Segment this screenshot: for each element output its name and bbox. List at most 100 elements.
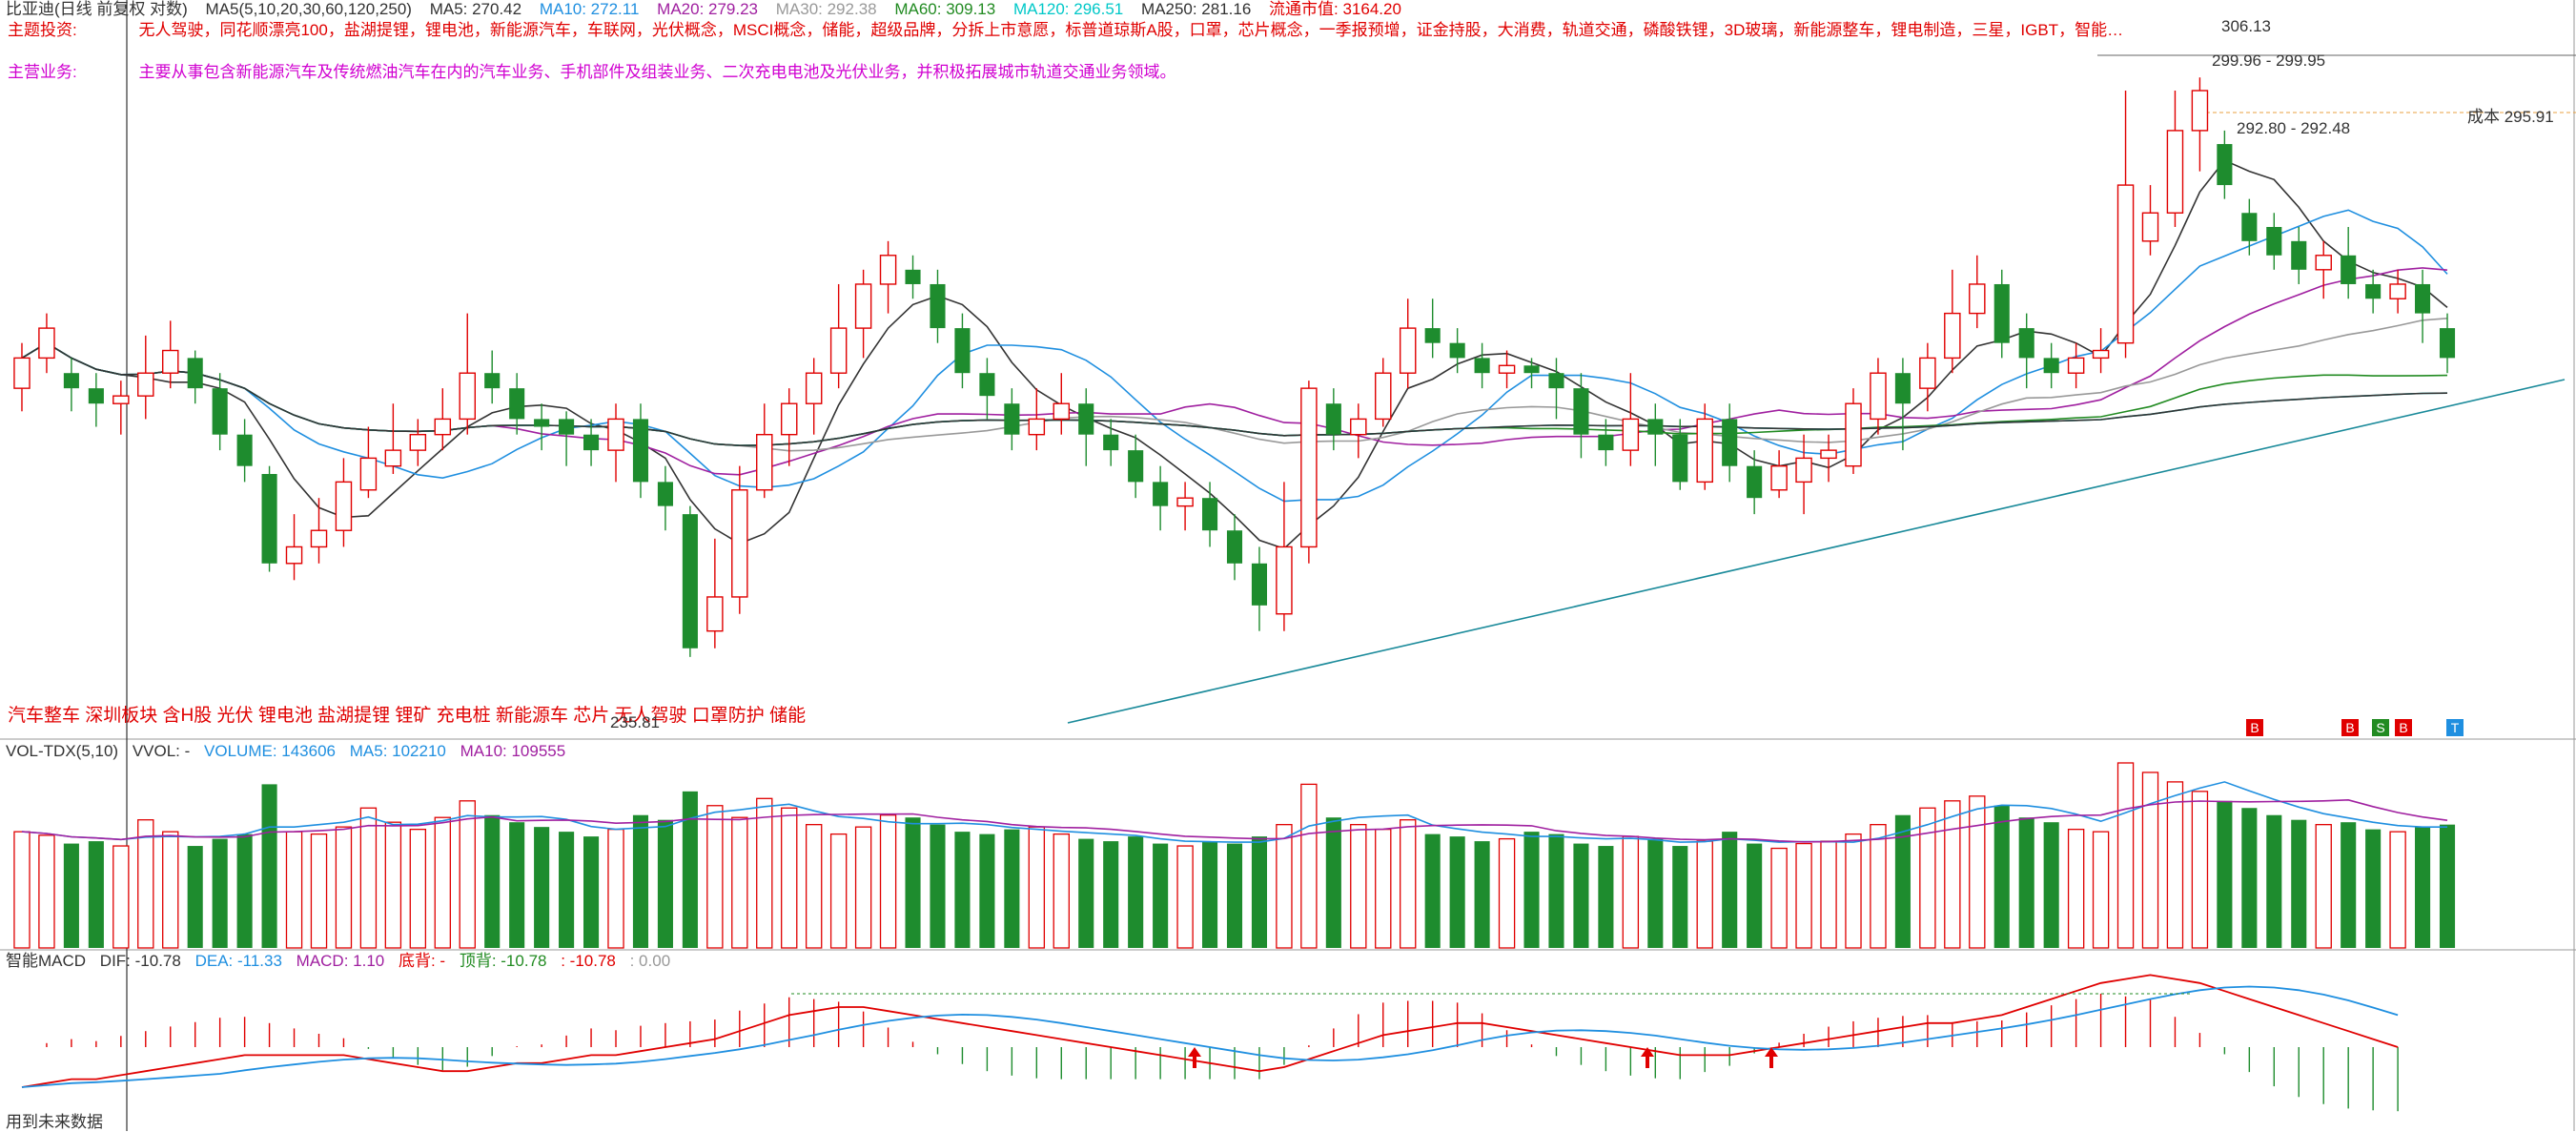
volume-value: VOLUME: 143606	[204, 742, 336, 760]
volume-bar-up	[1498, 837, 1516, 949]
volume-bar-up	[607, 828, 624, 949]
ma10-line	[21, 209, 2448, 503]
volume-bar-up	[1300, 783, 1318, 949]
buy-arrow-icon	[1765, 1047, 1778, 1068]
volume-bar-up	[1350, 824, 1367, 949]
candle-up	[2166, 130, 2184, 214]
candle-up	[1820, 449, 1837, 460]
candle-up	[1498, 364, 1516, 374]
ma-indicator-label[interactable]: MA5(5,10,20,30,60,120,250)	[205, 0, 412, 18]
volume-bar-down	[1078, 838, 1094, 948]
volume-bar-down	[63, 843, 79, 948]
volume-bar-down	[954, 832, 971, 948]
candle-up	[1919, 357, 1936, 389]
volume-bar-down	[1103, 841, 1119, 948]
volume-bar-up	[879, 814, 897, 949]
stock-title[interactable]: 比亚迪(日线 前复权 对数)	[6, 0, 188, 18]
candle-down	[1647, 419, 1664, 435]
volume-bar-up	[409, 828, 427, 949]
ma60-value: MA60: 309.13	[894, 0, 996, 18]
volume-bar-up	[335, 826, 353, 949]
signal-marker-label: T	[2451, 720, 2460, 735]
ma30-value: MA30: 292.38	[775, 0, 877, 18]
volume-bar-up	[1053, 833, 1070, 949]
signal-marker-B	[2395, 719, 2412, 736]
volume-bar-up	[1919, 807, 1936, 949]
volume-bar-down	[1004, 829, 1020, 948]
candle-down	[1474, 358, 1490, 374]
volume-bar-down	[2241, 808, 2258, 948]
theme-row: 主题投资: 无人驾驶，同花顺漂亮100，盐湖提锂，锂电池，新能源汽车，车联网，光…	[8, 21, 2136, 40]
candle-down	[632, 419, 649, 483]
volume-bar-up	[2092, 831, 2110, 949]
macd-value: MACD: 1.10	[296, 952, 385, 970]
signal-marker-B	[2341, 719, 2359, 736]
volume-bar-down	[682, 791, 698, 948]
candle-down	[1128, 450, 1144, 483]
volume-bar-up	[1400, 819, 1417, 949]
volume-bar-up	[1622, 835, 1640, 949]
sector-tags[interactable]: 汽车整车 深圳板块 含H股 光伏 锂电池 盐湖提锂 锂矿 充电桩 新能源车 芯片…	[8, 706, 807, 726]
candle-down	[1747, 465, 1763, 499]
volume-bar-down	[1226, 843, 1243, 948]
candle-down	[2415, 283, 2431, 314]
volume-indicator-name[interactable]: VOL-TDX(5,10)	[6, 742, 119, 760]
volume-bar-up	[1944, 800, 1961, 949]
volume-bar-down	[1647, 838, 1664, 948]
candle-up	[2191, 90, 2209, 132]
volume-bar-up	[1276, 824, 1293, 949]
candle-down	[509, 388, 525, 420]
business-text: 主要从事包含新能源汽车及传统燃油汽车在内的汽车业务、手机部件及组装业务、二次充电…	[138, 63, 1176, 81]
high-annotation: 306.13	[2221, 17, 2271, 35]
macd-title-bar: 智能MACD DIF: -10.78 DEA: -11.33 MACD: 1.1…	[6, 952, 680, 971]
volume-bar-up	[2389, 831, 2406, 949]
volume-bar-up	[384, 821, 402, 949]
volume-bar-up	[2166, 781, 2184, 949]
theme-text[interactable]: 无人驾驶，同花顺漂亮100，盐湖提锂，锂电池，新能源汽车，车联网，光伏概念，MS…	[138, 21, 2124, 39]
volume-bar-down	[1993, 805, 2010, 948]
volume-bar-up	[756, 797, 773, 949]
candle-up	[1969, 283, 1986, 315]
candle-down	[1523, 365, 1540, 374]
title-bar: 比亚迪(日线 前复权 对数) MA5(5,10,20,30,60,120,250…	[6, 0, 1415, 19]
volume-bar-down	[1548, 834, 1564, 948]
candle-down	[1103, 434, 1119, 451]
volume-bar-up	[805, 824, 823, 949]
volume-bar-up	[2315, 824, 2332, 949]
volume-bar-down	[212, 838, 228, 948]
volume-bar-up	[1375, 828, 1392, 949]
candle-up	[2389, 283, 2406, 299]
candle-down	[63, 373, 79, 389]
candle-down	[930, 283, 946, 329]
volume-bar-down	[2415, 827, 2431, 948]
candle-down	[2365, 283, 2382, 299]
ma250-line	[21, 341, 2448, 447]
volume-bar-up	[854, 826, 872, 949]
candle-down	[1672, 434, 1688, 483]
candle-down	[1153, 482, 1169, 506]
candle-down	[657, 482, 673, 506]
volume-bar-down	[236, 834, 253, 948]
candle-up	[285, 545, 303, 565]
volume-bar-down	[509, 822, 525, 948]
volume-bar-up	[1696, 840, 1713, 949]
volume-bar-up	[162, 831, 179, 949]
signal-marker-label: B	[2250, 720, 2259, 735]
volume-bar-up	[1795, 842, 1812, 949]
candle-down	[2439, 328, 2456, 359]
candle-down	[905, 269, 921, 284]
buy-arrow-icon	[1641, 1047, 1654, 1068]
volume-bar-down	[534, 827, 550, 948]
volume-bar-down	[1128, 836, 1144, 948]
candle-up	[2315, 255, 2332, 271]
macd-indicator-name[interactable]: 智能MACD	[6, 952, 87, 970]
candle-up	[1375, 372, 1392, 421]
candle-down	[1201, 498, 1218, 531]
float-market-cap: 流通市值: 3164.20	[1269, 0, 1401, 18]
candle-down	[2043, 358, 2059, 374]
candle-up	[780, 402, 798, 436]
volume-bar-up	[1820, 840, 1837, 949]
ma5-value: MA5: 270.42	[429, 0, 522, 18]
candle-down	[2266, 226, 2282, 256]
